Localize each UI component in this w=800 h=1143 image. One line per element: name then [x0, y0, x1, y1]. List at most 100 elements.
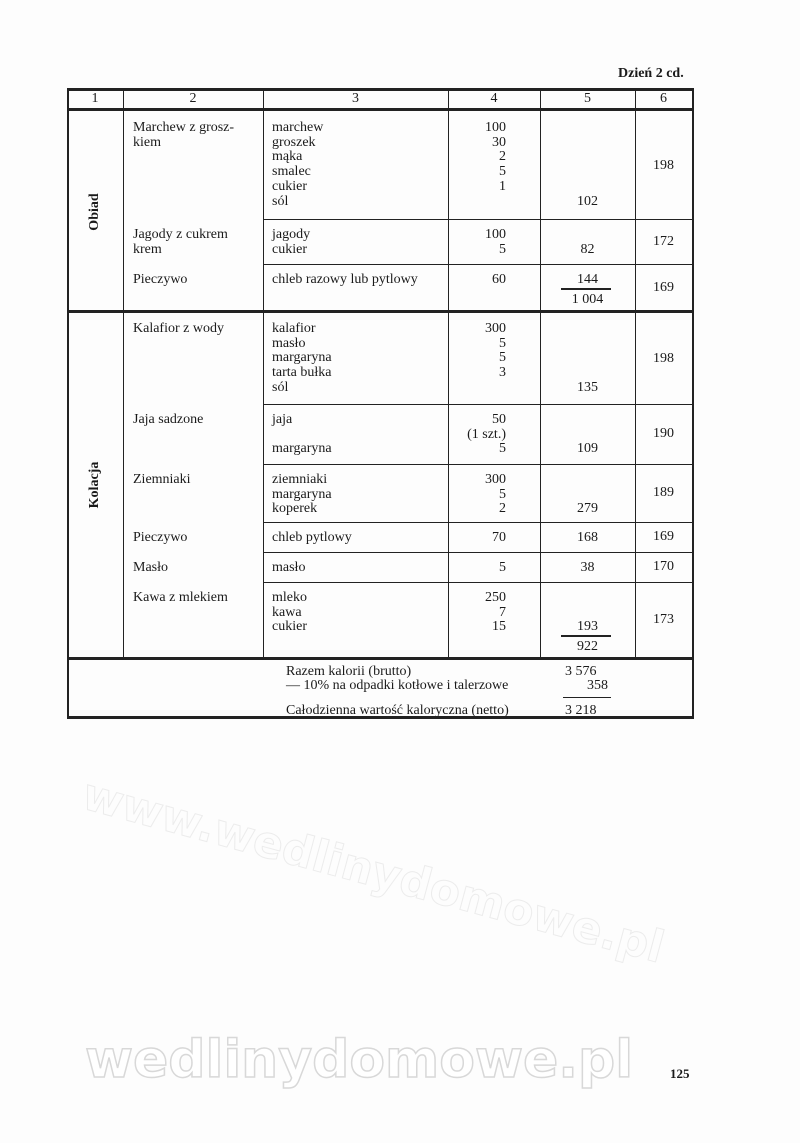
ingredient-qty: 300 — [485, 321, 506, 336]
kcal-value: 144 — [577, 272, 598, 287]
dish-name: Jagody z cukrem — [133, 227, 228, 242]
subtotal-rule — [561, 635, 611, 638]
section-label: Kolacja — [87, 461, 102, 509]
dish-name: kiem — [133, 134, 161, 150]
column-divider — [123, 90, 124, 658]
section-label: Obiad — [87, 192, 102, 231]
dish-name: krem — [133, 241, 162, 257]
ingredient-qty: 2 — [499, 501, 506, 517]
col6-value: 173 — [653, 611, 674, 627]
ingredient-name: kawa — [272, 604, 302, 620]
ingredient-qty: 30 — [492, 134, 506, 150]
table-bottom-rule — [67, 716, 694, 719]
col6-value: 189 — [653, 485, 674, 500]
ingredient-qty: 2 — [499, 149, 506, 165]
kcal-value: 168 — [577, 530, 598, 545]
dish-name: Kawa z mlekiem — [133, 590, 228, 605]
ingredient-name: sól — [272, 193, 289, 209]
ingredient-qty: 15 — [492, 619, 506, 635]
col6-value: 170 — [653, 559, 674, 574]
ingredient-name: koperek — [272, 501, 318, 517]
kcal-value: 193 — [577, 619, 598, 635]
ingredient-name: ziemniaki — [272, 472, 328, 487]
ingredient-name: marchew — [272, 120, 324, 135]
ingredient-name: mąka — [272, 149, 303, 165]
column-header: 4 — [490, 91, 498, 106]
day-heading: Dzień 2 cd. — [618, 66, 684, 81]
ingredient-qty: 5 — [499, 441, 506, 457]
col6-value: 198 — [653, 157, 674, 173]
column-divider — [635, 90, 636, 658]
table-right-border — [692, 88, 694, 718]
ingredient-name: cukier — [272, 241, 307, 257]
dish-name: Ziemniaki — [133, 472, 191, 487]
kcal-value: 38 — [580, 560, 595, 575]
table-top-rule — [67, 88, 694, 91]
ingredient-qty: 5 — [499, 350, 506, 366]
ingredient-qty: 100 — [485, 227, 506, 242]
kcal-value: 82 — [580, 241, 595, 257]
column-header: 3 — [352, 91, 359, 106]
ingredient-name: jaja — [272, 412, 293, 427]
ingredient-name: chleb razowy lub pytlowy — [272, 272, 418, 287]
row-rule — [635, 582, 692, 583]
net-value: 3 218 — [565, 703, 597, 718]
row-rule — [635, 264, 692, 265]
row-rule — [635, 404, 692, 405]
ingredient-qty: 100 — [485, 120, 506, 135]
ingredient-qty: 5 — [499, 335, 506, 351]
column-divider — [448, 90, 449, 658]
dish-name: Kalafior z wody — [133, 321, 224, 336]
col6-value: 172 — [653, 233, 674, 249]
ingredient-name: mleko — [272, 590, 307, 605]
column-header: 2 — [189, 91, 197, 106]
ingredient-name: masło — [272, 335, 306, 351]
ingredient-name: jagody — [272, 227, 311, 242]
ingredient-qty: 50 — [492, 412, 506, 427]
row-rule — [263, 404, 635, 405]
ingredient-qty: 5 — [499, 486, 506, 502]
column-divider — [540, 90, 541, 658]
ingredient-qty: 60 — [492, 272, 506, 287]
dish-name: Masło — [133, 560, 168, 575]
ingredient-name: margaryna — [272, 441, 332, 457]
diagonal-watermark: www.wedlinydomowe.pl — [77, 769, 670, 974]
section-rule — [67, 310, 694, 313]
ingredient-name: tarta bułka — [272, 365, 332, 381]
ingredient-name: smalec — [272, 164, 311, 180]
ingredient-name: masło — [272, 560, 306, 575]
col6-value: 190 — [653, 426, 674, 441]
waste-label: — 10% na odpadki kotłowe i talerzowe — [286, 678, 509, 693]
section-rule — [67, 657, 694, 660]
summary-rule — [563, 697, 611, 698]
ingredient-name: groszek — [272, 134, 316, 150]
row-rule — [263, 219, 635, 220]
watermark-logo: wedlinydomowe.pl — [84, 1029, 634, 1091]
row-rule — [635, 552, 692, 553]
ingredient-name: margaryna — [272, 350, 332, 366]
column-divider — [263, 90, 264, 658]
ingredient-name: cukier — [272, 619, 307, 635]
ingredient-qty: 5 — [499, 241, 506, 257]
row-rule — [635, 464, 692, 465]
subtotal-value: 922 — [577, 639, 598, 655]
header-rule — [67, 108, 694, 111]
row-rule — [263, 464, 635, 465]
row-rule — [263, 582, 635, 583]
row-rule — [635, 219, 692, 220]
gross-label: Razem kalorii (brutto) — [286, 664, 412, 679]
col6-value: 169 — [653, 529, 674, 544]
ingredient-qty: (1 szt.) — [467, 426, 506, 442]
column-header: 6 — [660, 91, 667, 106]
col6-value: 198 — [653, 350, 674, 366]
table-left-border — [67, 88, 69, 718]
ingredient-qty: 1 — [499, 178, 506, 194]
gross-value: 3 576 — [565, 664, 597, 679]
subtotal-rule — [561, 288, 611, 290]
ingredient-qty: 3 — [499, 365, 506, 381]
ingredient-name: margaryna — [272, 486, 332, 502]
kcal-value: 279 — [577, 501, 598, 517]
ingredient-qty: 5 — [499, 560, 506, 575]
ingredient-name: sól — [272, 379, 289, 395]
waste-value: 358 — [587, 678, 608, 693]
